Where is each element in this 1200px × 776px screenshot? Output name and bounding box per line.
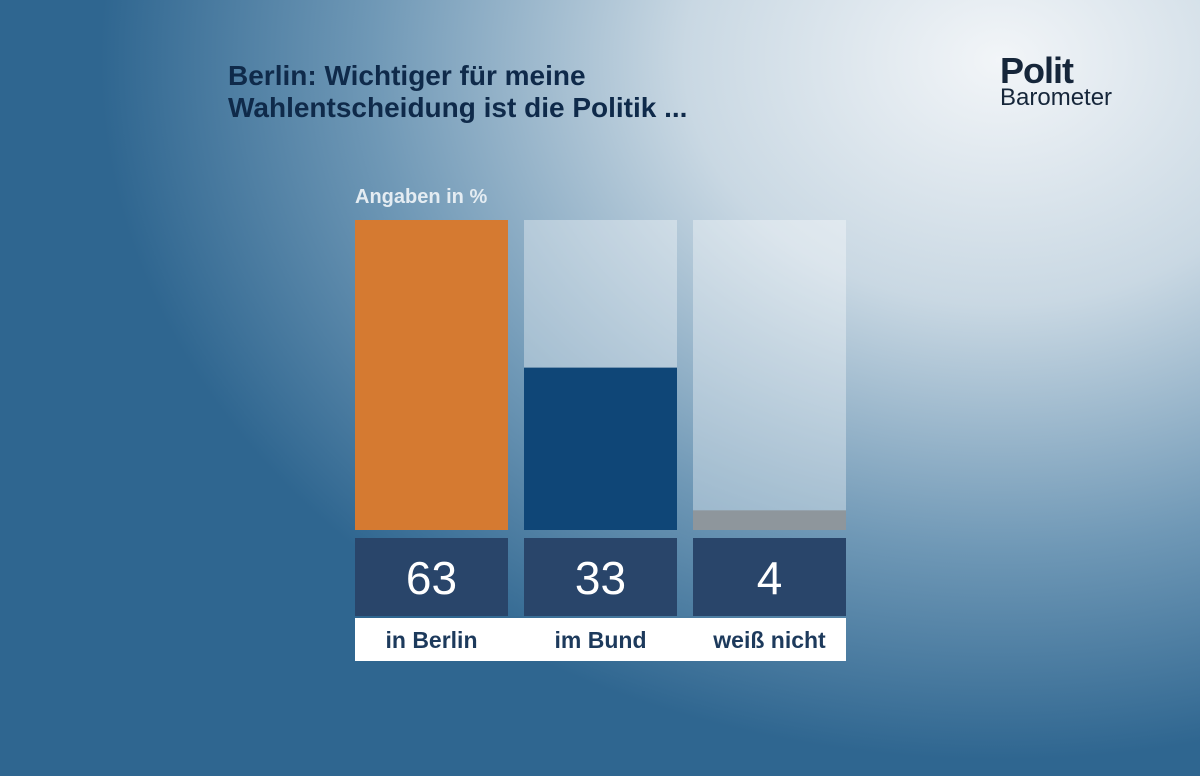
bar bbox=[693, 510, 846, 530]
chart-title: Berlin: Wichtiger für meine Wahlentschei… bbox=[228, 60, 688, 123]
logo-top: Polit bbox=[1000, 50, 1074, 91]
category-label: weiß nicht bbox=[712, 627, 826, 653]
category-label: in Berlin bbox=[385, 627, 477, 653]
value-label: 33 bbox=[575, 552, 626, 604]
bar-track bbox=[693, 220, 846, 530]
bar bbox=[355, 220, 508, 530]
logo: Polit Barometer bbox=[1000, 50, 1112, 112]
value-box bbox=[524, 538, 677, 616]
bar bbox=[524, 367, 677, 530]
value-box bbox=[355, 538, 508, 616]
value-label: 4 bbox=[757, 552, 783, 604]
subtitle: Angaben in % bbox=[355, 186, 488, 208]
value-label: 63 bbox=[406, 552, 457, 604]
category-label: im Bund bbox=[555, 627, 647, 653]
label-strip bbox=[355, 618, 846, 661]
value-box bbox=[693, 538, 846, 616]
logo-bottom: Barometer bbox=[1000, 84, 1113, 111]
